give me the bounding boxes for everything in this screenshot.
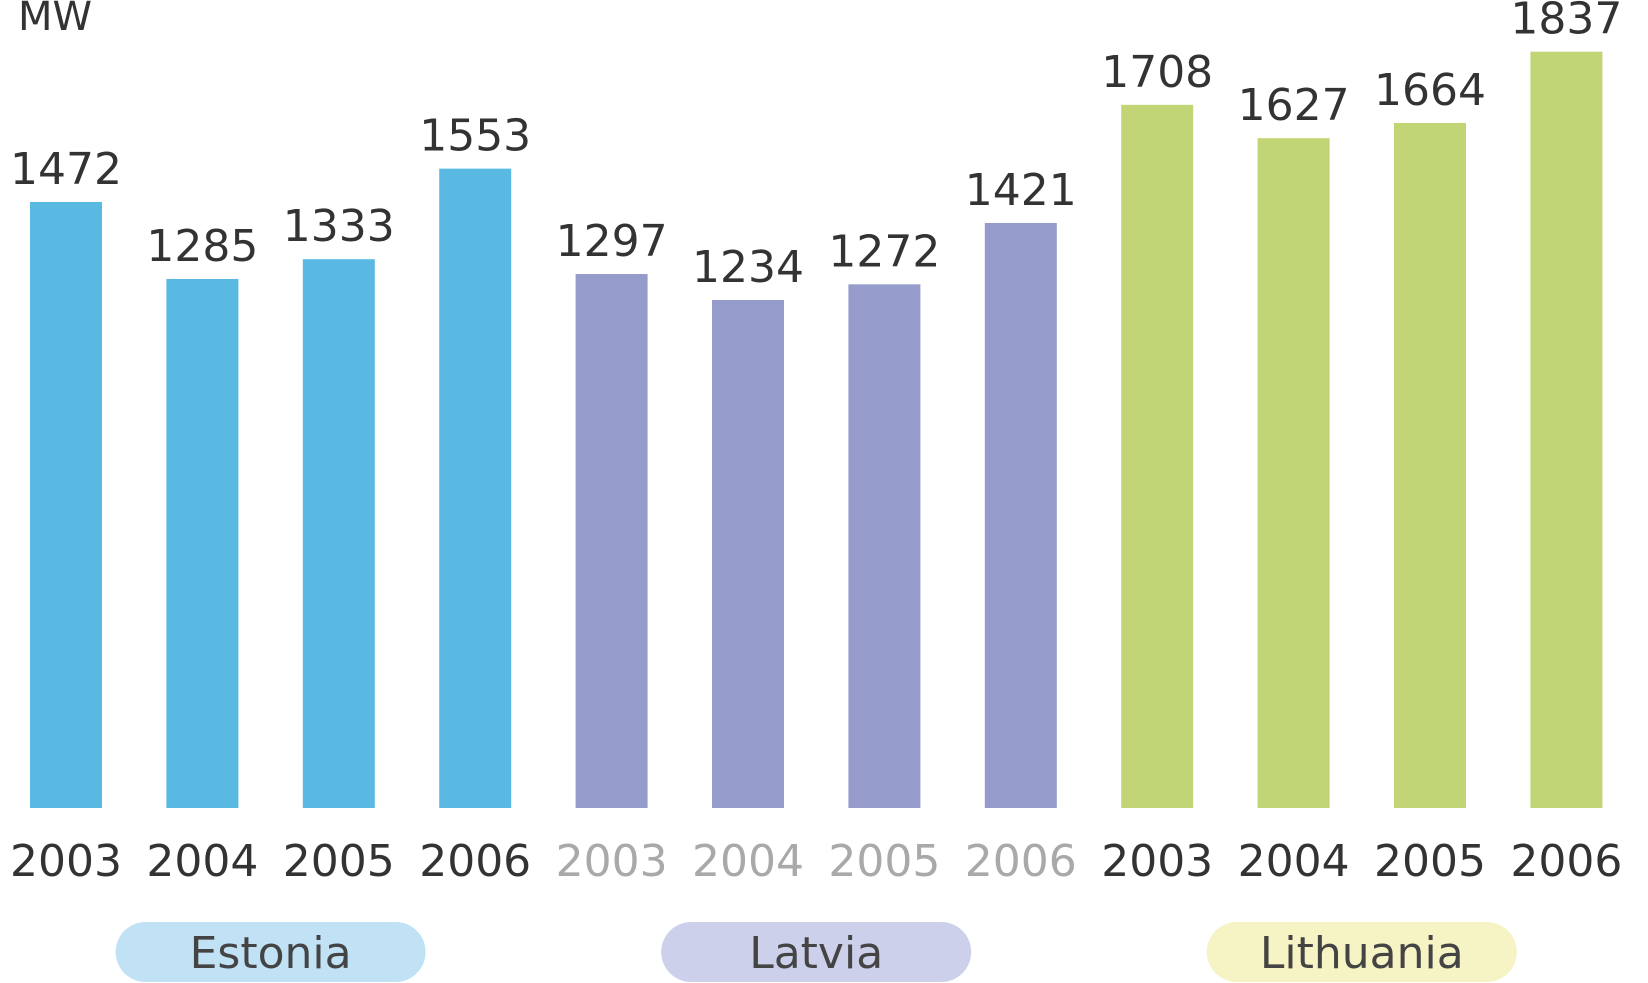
value-label-latvia-2004: 1234 <box>692 242 804 293</box>
x-tick-label-latvia-2003: 2003 <box>556 836 668 887</box>
x-tick-label-lithuania-2006: 2006 <box>1510 836 1622 887</box>
group-label-bg-lithuania <box>1206 922 1517 982</box>
group-label-latvia: Latvia <box>749 928 883 979</box>
value-label-estonia-2003: 1472 <box>10 144 122 195</box>
x-tick-label-latvia-2004: 2004 <box>692 836 804 887</box>
x-tick-label-latvia-2006: 2006 <box>965 836 1077 887</box>
value-label-latvia-2003: 1297 <box>556 216 668 267</box>
group-label-bg-estonia <box>115 922 426 982</box>
bar-estonia-2006 <box>439 168 512 809</box>
bar-latvia-2004 <box>712 299 784 808</box>
bar-lithuania-2003 <box>1121 104 1194 808</box>
group-label-bg-latvia <box>661 922 972 982</box>
bar-estonia-2005 <box>302 259 375 809</box>
bar-latvia-2005 <box>848 284 921 808</box>
bar-estonia-2003 <box>30 201 102 808</box>
value-label-estonia-2006: 1553 <box>419 111 531 162</box>
group-label-estonia: Estonia <box>190 928 352 979</box>
x-tick-label-estonia-2005: 2005 <box>283 836 395 887</box>
bar-lithuania-2005 <box>1394 122 1466 808</box>
value-label-lithuania-2005: 1664 <box>1374 65 1486 116</box>
bar-latvia-2006 <box>984 222 1057 808</box>
group-label-lithuania: Lithuania <box>1260 928 1464 979</box>
bar-latvia-2003 <box>575 274 648 808</box>
value-label-lithuania-2004: 1627 <box>1238 80 1350 131</box>
value-label-latvia-2005: 1272 <box>828 226 940 277</box>
x-tick-label-estonia-2004: 2004 <box>146 836 258 887</box>
value-label-estonia-2005: 1333 <box>283 201 395 252</box>
bar-lithuania-2004 <box>1257 138 1330 809</box>
x-tick-label-lithuania-2003: 2003 <box>1101 836 1213 887</box>
y-axis-unit-label: MW <box>18 0 92 40</box>
value-label-estonia-2004: 1285 <box>146 221 258 272</box>
x-tick-label-lithuania-2005: 2005 <box>1374 836 1486 887</box>
value-label-lithuania-2003: 1708 <box>1101 47 1213 98</box>
bar-lithuania-2006 <box>1530 51 1603 809</box>
bars-layer <box>30 51 1603 809</box>
x-tick-label-estonia-2006: 2006 <box>419 836 531 887</box>
x-tick-label-lithuania-2004: 2004 <box>1238 836 1350 887</box>
x-tick-label-latvia-2005: 2005 <box>828 836 940 887</box>
labels-layer: 1472 2003 1285 2004 1333 2005 1553 2006 Estonia 1… <box>10 0 1622 982</box>
value-label-latvia-2006: 1421 <box>965 165 1077 216</box>
x-tick-label-estonia-2003: 2003 <box>10 836 122 887</box>
bar-estonia-2004 <box>166 278 239 808</box>
value-label-lithuania-2006: 1837 <box>1510 0 1622 45</box>
